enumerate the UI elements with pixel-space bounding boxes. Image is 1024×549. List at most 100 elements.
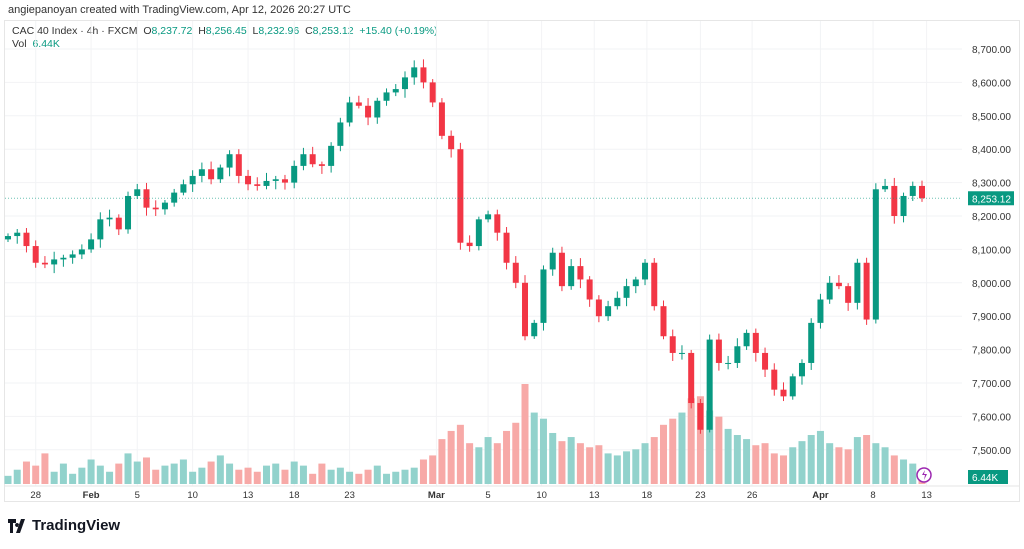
candle-body xyxy=(762,352,769,370)
volume-bar xyxy=(263,465,271,484)
price-axis-label: 7,700.00 xyxy=(972,379,1011,390)
candle-body xyxy=(217,167,224,180)
candle-body xyxy=(780,389,787,397)
time-axis-label: 26 xyxy=(747,490,758,501)
candle-body xyxy=(826,282,833,300)
volume-bar xyxy=(780,455,788,484)
candle-body xyxy=(752,332,759,353)
volume-legend: Vol 6.44K xyxy=(12,38,60,50)
symbol-title[interactable]: CAC 40 Index · 4h · FXCM xyxy=(12,25,138,37)
volume-bar xyxy=(733,435,741,484)
volume-bar xyxy=(32,465,40,484)
volume-bar xyxy=(410,467,418,484)
change-value: +15.40 (+0.19%) xyxy=(359,25,438,37)
volume-bar xyxy=(336,467,344,484)
candle-body xyxy=(688,352,695,404)
volume-bar xyxy=(59,463,67,484)
volume-bar xyxy=(853,437,861,484)
volume-bar xyxy=(484,437,492,484)
candle-body xyxy=(540,269,547,323)
volume-bar xyxy=(198,467,206,484)
price-axis-label: 8,300.00 xyxy=(972,179,1011,190)
price-axis-label: 7,500.00 xyxy=(972,446,1011,457)
volume-bar xyxy=(909,463,917,484)
candle-body xyxy=(60,257,67,260)
last-price-badge xyxy=(968,191,1014,206)
volume-bar xyxy=(22,461,30,484)
volume-bar xyxy=(521,384,529,484)
volume-bar xyxy=(743,439,751,484)
candle-body xyxy=(291,165,298,183)
chart-panel[interactable] xyxy=(4,20,1020,502)
candle-body xyxy=(457,149,464,243)
time-axis-label: 8 xyxy=(870,490,875,501)
candle-body xyxy=(909,185,916,196)
last-volume-label: 6.44K xyxy=(972,473,998,484)
volume-bar xyxy=(419,459,427,484)
volume-bar xyxy=(78,467,86,484)
volume-bar xyxy=(706,410,714,484)
candle-body xyxy=(919,185,925,199)
candle-body xyxy=(642,262,649,280)
volume-bar xyxy=(226,463,234,484)
volume-bar xyxy=(687,398,695,484)
candle-body xyxy=(5,236,11,240)
candle-body xyxy=(817,299,824,323)
volume-bar xyxy=(595,445,603,484)
candle-body xyxy=(106,217,113,220)
volume-bar xyxy=(567,437,575,484)
candle-body xyxy=(743,332,750,347)
candle-body xyxy=(872,189,879,320)
candle-body xyxy=(365,105,372,118)
volume-bar xyxy=(678,412,686,484)
candle-body xyxy=(392,89,399,93)
volume-bar xyxy=(724,428,732,484)
candle-body xyxy=(300,154,307,166)
candle-body xyxy=(595,299,602,317)
candle-body xyxy=(614,297,621,307)
candle-body xyxy=(808,322,815,363)
candle-body xyxy=(586,279,593,300)
time-axis-label: 28 xyxy=(30,490,41,501)
price-axis-label: 8,100.00 xyxy=(972,245,1011,256)
volume-bar xyxy=(50,471,58,484)
candle-body xyxy=(272,179,279,181)
time-axis-label: 23 xyxy=(695,490,706,501)
volume-bar xyxy=(401,469,409,484)
volume-bar xyxy=(142,457,150,484)
candle-body xyxy=(235,154,242,176)
candle-body xyxy=(189,175,196,185)
volume-bar xyxy=(493,443,501,484)
low-label: L xyxy=(252,25,259,37)
candle-body xyxy=(706,339,713,430)
candle-body xyxy=(254,184,261,186)
volume-bar xyxy=(346,471,354,484)
candle-body xyxy=(854,262,861,303)
volume-bar xyxy=(272,463,280,484)
volume-bar xyxy=(281,469,289,484)
volume-label: Vol xyxy=(12,38,27,50)
candle-body xyxy=(346,102,353,123)
high-label: H xyxy=(198,25,206,37)
volume-bar xyxy=(327,469,335,484)
volume-bar xyxy=(133,461,141,484)
volume-bar xyxy=(863,435,871,484)
price-axis-label: 8,600.00 xyxy=(972,78,1011,89)
volume-bar xyxy=(576,443,584,484)
volume-bar xyxy=(364,469,372,484)
tradingview-logo[interactable]: TradingView xyxy=(8,517,120,534)
time-axis-label: Feb xyxy=(83,490,100,501)
price-axis-label: 8,200.00 xyxy=(972,212,1011,223)
volume-bar xyxy=(844,449,852,484)
candle-body xyxy=(485,214,492,220)
volume-bar xyxy=(632,449,640,484)
lightning-icon[interactable] xyxy=(916,467,932,483)
volume-bar xyxy=(161,465,169,484)
candle-body xyxy=(281,179,288,183)
candle-body xyxy=(318,164,325,166)
candle-body xyxy=(438,102,445,136)
candle-body xyxy=(69,254,76,258)
volume-bar xyxy=(299,465,307,484)
candle-body xyxy=(411,67,418,78)
